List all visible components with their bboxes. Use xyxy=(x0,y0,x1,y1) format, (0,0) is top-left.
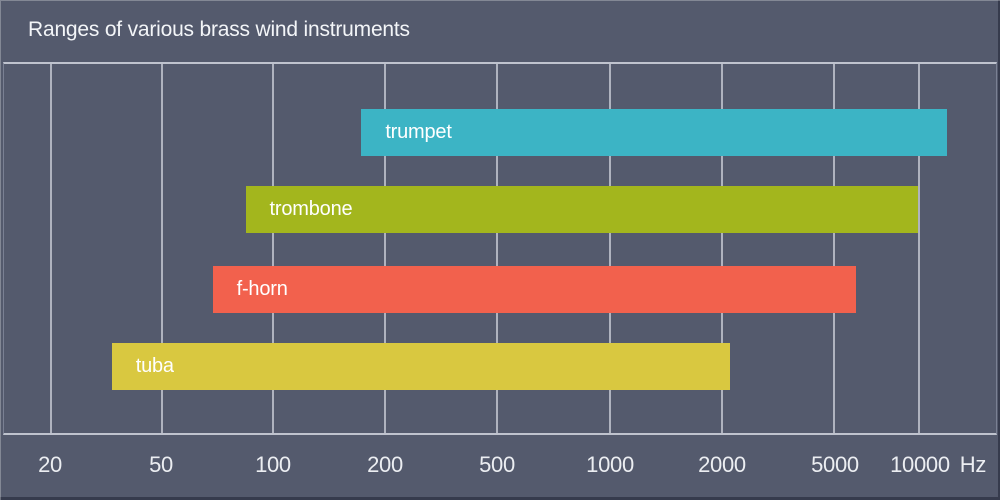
x-tick-label: 2000 xyxy=(698,452,746,477)
bar-label: trombone xyxy=(269,197,353,220)
bar-trombone: trombone xyxy=(245,185,919,234)
grid-line xyxy=(833,64,836,433)
grid-line xyxy=(496,64,499,433)
x-tick-label: 500 xyxy=(479,452,515,477)
bar-label: f-horn xyxy=(236,278,288,301)
grid-line xyxy=(720,64,723,433)
chart-title: Ranges of various brass wind instruments xyxy=(28,18,410,41)
bar-trumpet: trumpet xyxy=(361,108,948,156)
grid-line xyxy=(384,64,387,433)
bar-f-horn: f-horn xyxy=(212,265,857,314)
x-tick-label: 50 xyxy=(149,452,173,477)
x-tick-label: 10000 xyxy=(890,452,950,477)
bar-label: tuba xyxy=(135,355,174,378)
x-tick-label: 100 xyxy=(255,452,291,477)
x-tick-label: 5000 xyxy=(811,452,859,477)
bar-label: trumpet xyxy=(385,120,452,143)
grid-line xyxy=(272,64,275,433)
x-axis: Hz 20 50 100 200 500 1000 2000 5000 10000 xyxy=(0,435,1000,500)
grid-line xyxy=(49,64,52,433)
grid-line xyxy=(608,64,611,433)
grid-line xyxy=(160,64,163,433)
x-axis-unit-label: Hz xyxy=(959,452,987,477)
bar-tuba: tuba xyxy=(111,342,730,391)
plot-area: trumpet trombone f-horn tuba xyxy=(3,62,997,435)
x-tick-label: 200 xyxy=(367,452,403,477)
grid-line xyxy=(918,64,921,433)
x-tick-label: 20 xyxy=(38,452,62,477)
x-tick-label: 1000 xyxy=(586,452,634,477)
